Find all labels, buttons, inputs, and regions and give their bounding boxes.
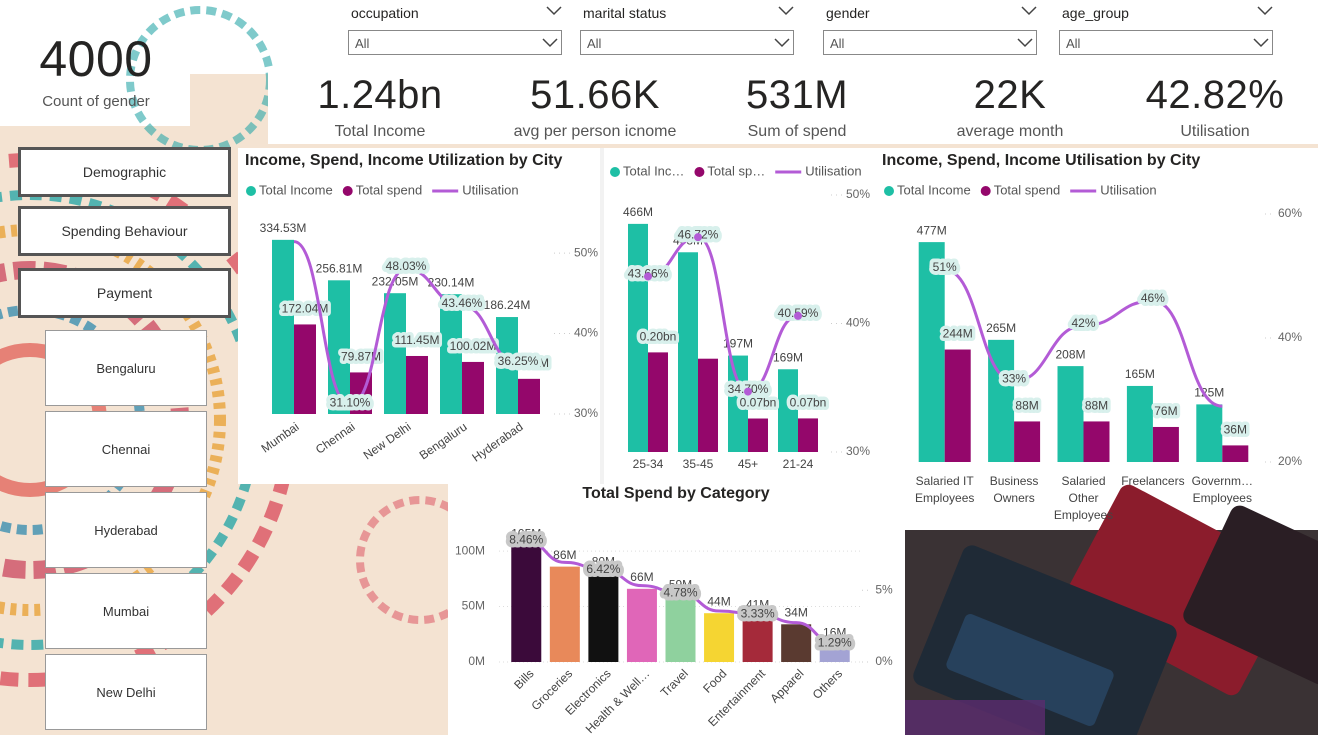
chart-panel bbox=[874, 148, 1318, 530]
filter-collapse bbox=[1257, 6, 1273, 16]
nav-button[interactable]: Payment bbox=[18, 268, 231, 318]
filter-dropdown[interactable]: All bbox=[348, 30, 562, 55]
count-value: 4000 bbox=[39, 31, 153, 87]
chevron-line bbox=[1021, 6, 1037, 16]
dropdown-chevron bbox=[1253, 38, 1269, 48]
filter-label: occupation bbox=[351, 5, 419, 21]
filter-collapse bbox=[546, 6, 562, 16]
kpi-label: Sum of spend bbox=[747, 123, 847, 140]
kpi-label: average month bbox=[956, 123, 1064, 140]
city-button[interactable]: Hyderabad bbox=[45, 492, 207, 568]
filter-value: All bbox=[587, 36, 602, 51]
chart-panel bbox=[448, 484, 904, 735]
chevron-line bbox=[1253, 38, 1269, 48]
chevron-line bbox=[546, 6, 562, 16]
kpi-panel bbox=[268, 70, 1318, 146]
card-panel bbox=[0, 0, 190, 126]
divider bbox=[268, 144, 1318, 148]
filter-dropdown[interactable]: All bbox=[580, 30, 794, 55]
chart-panel bbox=[238, 148, 602, 484]
kpi-value: 1.24bn bbox=[317, 73, 443, 117]
kpi-value: 22K bbox=[973, 73, 1047, 117]
city-button[interactable]: Mumbai bbox=[45, 573, 207, 649]
city-button[interactable]: Chennai bbox=[45, 411, 207, 487]
chevron-line bbox=[778, 6, 794, 16]
dropdown-chevron bbox=[1017, 38, 1033, 48]
chevron-line bbox=[1017, 38, 1033, 48]
filter-dropdown[interactable]: All bbox=[823, 30, 1037, 55]
filter-value: All bbox=[830, 36, 845, 51]
cards-photo bbox=[905, 484, 1318, 735]
city-button[interactable]: Bengaluru bbox=[45, 330, 207, 406]
kpi-value: 42.82% bbox=[1145, 73, 1285, 117]
kpi-value: 531M bbox=[745, 73, 849, 117]
nav-button[interactable]: Demographic bbox=[18, 147, 231, 197]
chevron-line bbox=[1257, 6, 1273, 16]
chevron-line bbox=[774, 38, 790, 48]
kpi-label: Utilisation bbox=[1180, 123, 1250, 140]
dropdown-chevron bbox=[542, 38, 558, 48]
city-button[interactable]: New Delhi bbox=[45, 654, 207, 730]
filter-collapse bbox=[1021, 6, 1037, 16]
filter-value: All bbox=[1066, 36, 1081, 51]
filter-label: marital status bbox=[583, 5, 667, 21]
kpi-value: 51.66K bbox=[530, 73, 660, 117]
filter-collapse bbox=[778, 6, 794, 16]
count-label: Count of gender bbox=[42, 93, 150, 110]
chart-panel bbox=[604, 148, 872, 484]
divider bbox=[600, 148, 604, 484]
filter-value: All bbox=[355, 36, 370, 51]
kpi-label: Total Income bbox=[334, 123, 426, 140]
filter-label: gender bbox=[826, 5, 870, 21]
filter-dropdown[interactable]: All bbox=[1059, 30, 1273, 55]
dropdown-chevron bbox=[774, 38, 790, 48]
nav-button[interactable]: Spending Behaviour bbox=[18, 206, 231, 256]
filter-label: age_group bbox=[1062, 5, 1129, 21]
chevron-line bbox=[542, 38, 558, 48]
kpi-label: avg per person icnome bbox=[513, 123, 677, 140]
beige-panel bbox=[190, 74, 268, 146]
